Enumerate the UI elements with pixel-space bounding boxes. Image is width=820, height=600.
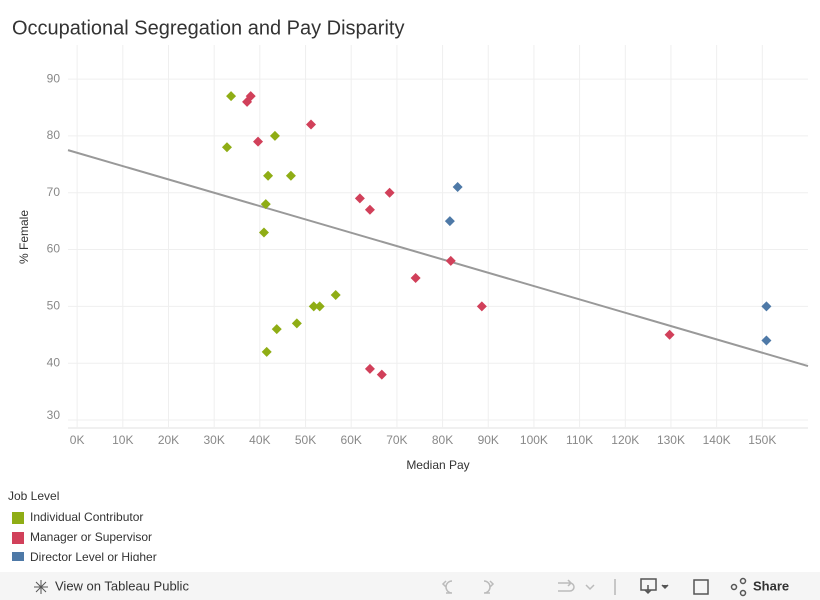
data-point xyxy=(226,91,237,102)
tableau-icon xyxy=(34,580,48,594)
y-tick-label: 70 xyxy=(47,185,61,199)
x-tick-label: 130K xyxy=(657,433,685,447)
legend-title: Job Level xyxy=(8,489,59,503)
chart-title: Occupational Segregation and Pay Dispari… xyxy=(12,17,404,39)
data-point xyxy=(354,193,365,204)
x-tick-label: 100K xyxy=(520,433,548,447)
data-point xyxy=(384,187,395,198)
y-tick-label: 90 xyxy=(47,71,61,85)
trend-line xyxy=(67,149,809,368)
data-point xyxy=(452,182,463,193)
legend-swatch xyxy=(12,552,24,561)
y-tick-label: 60 xyxy=(47,242,61,256)
x-tick-label: 60K xyxy=(341,433,362,447)
data-point xyxy=(476,301,487,312)
x-tick-label: 10K xyxy=(112,433,133,447)
data-point xyxy=(761,335,772,346)
x-tick-label: 40K xyxy=(249,433,270,447)
y-tick-label: 40 xyxy=(47,355,61,369)
data-point xyxy=(364,204,375,215)
data-point xyxy=(261,346,272,357)
data-point xyxy=(308,301,319,312)
data-point xyxy=(253,136,264,147)
toolbar: View on Tableau Public Share xyxy=(0,572,820,600)
y-tick-label: 80 xyxy=(47,128,61,142)
legend: Job Level Individual Contributor Manager … xyxy=(8,489,157,564)
data-point xyxy=(271,324,282,335)
data-point xyxy=(221,142,232,153)
data-point xyxy=(330,290,341,301)
x-tick-label: 20K xyxy=(158,433,179,447)
data-point xyxy=(258,227,269,238)
y-tick-label: 30 xyxy=(47,408,61,422)
x-axis-title: Median Pay xyxy=(406,458,469,472)
legend-swatch xyxy=(12,532,24,544)
view-link[interactable]: View on Tableau Public xyxy=(55,578,189,593)
data-point xyxy=(260,199,271,210)
data-point xyxy=(376,369,387,380)
data-point xyxy=(664,329,675,340)
data-point xyxy=(761,301,772,312)
legend-swatch xyxy=(12,512,24,524)
x-tick-label: 80K xyxy=(432,433,453,447)
toolbar-bg xyxy=(0,572,820,600)
legend-label: Manager or Supervisor xyxy=(30,530,152,544)
share-button[interactable]: Share xyxy=(753,578,789,593)
legend-label: Individual Contributor xyxy=(30,510,143,524)
action-icons[interactable] xyxy=(640,577,747,597)
data-point xyxy=(445,255,456,266)
y-tick-label: 50 xyxy=(47,299,61,313)
x-tick-label: 140K xyxy=(703,433,731,447)
data-point xyxy=(410,272,421,283)
data-point xyxy=(285,170,296,181)
undo-redo-icons xyxy=(441,579,595,594)
data-point xyxy=(306,119,317,130)
x-tick-label: 150K xyxy=(748,433,776,447)
legend-label: Director Level or Higher xyxy=(30,550,157,564)
y-axis-title: % Female xyxy=(17,210,31,264)
data-point xyxy=(269,130,280,141)
x-tick-label: 70K xyxy=(386,433,407,447)
x-tick-label: 120K xyxy=(611,433,639,447)
x-tick-label: 110K xyxy=(566,433,593,447)
x-tick-label: 0K xyxy=(70,433,85,447)
data-point xyxy=(444,216,455,227)
data-point xyxy=(291,318,302,329)
x-tick-label: 30K xyxy=(203,433,224,447)
x-tick-label: 90K xyxy=(478,433,499,447)
data-point xyxy=(364,363,375,374)
x-tick-label: 50K xyxy=(295,433,316,447)
data-point xyxy=(263,170,274,181)
data-point xyxy=(314,301,325,312)
data-point xyxy=(242,96,253,107)
